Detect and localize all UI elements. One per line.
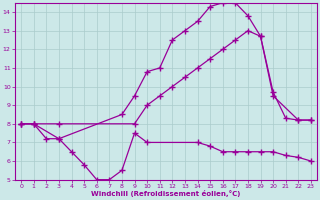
X-axis label: Windchill (Refroidissement éolien,°C): Windchill (Refroidissement éolien,°C) [91,190,241,197]
